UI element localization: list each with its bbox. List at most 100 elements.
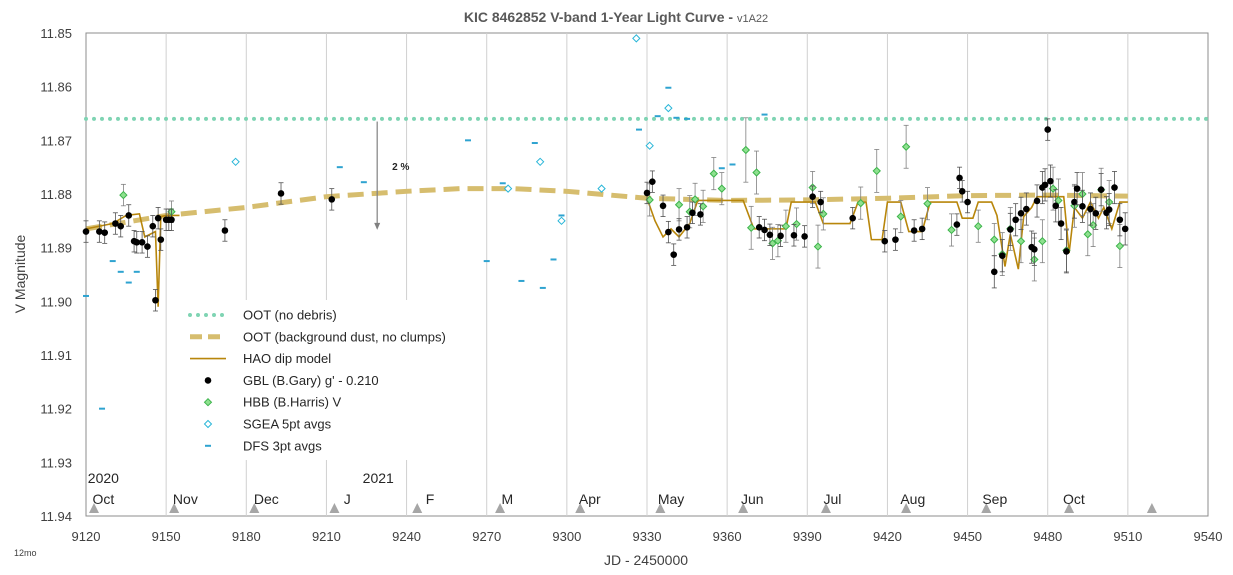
gbl-point [1121,225,1129,233]
annotation-label: 2 % [392,162,409,173]
gbl-point [1105,206,1113,213]
month-label: Oct [92,491,114,507]
legend-label: HAO dip model [243,351,331,366]
gbl-point [152,296,159,304]
gbl-point [910,227,918,234]
hbb-point [690,195,700,204]
month-labels: 2020 2021 Oct Nov Dec J F M Apr May Jun Jul Aug Sep Oc… [88,470,1085,507]
gbl-point [990,268,998,276]
x-tick-label: 9510 [1113,529,1142,544]
gbl-point [964,198,971,206]
y-tick-labels: 11.85 11.86 11.87 11.88 11.89 11.90 11.91 11.92… [40,26,72,524]
month-marker [495,503,506,513]
year-label: 2020 [88,470,119,486]
month-label: F [426,491,435,507]
month-label: Aug [900,491,925,507]
gbl-point [101,229,108,236]
annotation: 2 % [374,121,410,230]
gbl-point [157,236,165,243]
legend-entry: SGEA 5pt avgs [203,417,332,432]
x-tick-label: 9270 [472,529,501,544]
y-tick-label: 11.88 [40,187,72,202]
legend-entry: HBB (B.Harris) V [203,395,342,410]
gbl-point [689,209,696,217]
x-tick-label: 9120 [72,529,101,544]
x-tick-label: 9420 [873,529,902,544]
x-tick-label: 9150 [152,529,181,544]
legend-symbol-open-diamond [203,419,213,429]
sgea-series [231,34,673,226]
hbb-point [990,235,999,244]
y-tick-label: 11.94 [40,509,72,524]
month-marker [575,503,586,513]
gbl-point [1047,177,1054,185]
gbl-point [277,190,285,197]
gbl-point [112,220,119,227]
month-label: Dec [254,491,279,507]
month-marker [901,503,912,513]
hbb-point [923,199,932,208]
gbl-point [659,202,667,210]
y-tick-label: 11.87 [40,133,72,148]
gbl-point [956,174,963,182]
month-marker [169,503,180,513]
gbl-point [1017,210,1025,217]
legend-label: OOT (no debris) [243,308,337,323]
legend: OOT (no debris) OOT (background dust, no … [182,300,454,460]
gbl-point [144,243,151,250]
month-marker [738,503,749,513]
month-label: J [344,491,351,507]
corner-label: 12mo [14,548,37,558]
gbl-point [328,196,336,203]
hbb-point [872,166,881,176]
legend-label: HBB (B.Harris) V [243,395,342,410]
gbl-point [809,193,816,200]
hbb-point [947,225,956,235]
gbl-point [958,188,966,195]
hbb-point [1083,230,1092,239]
gbl-point [82,228,90,235]
gbl-point [643,189,651,197]
month-marker [1146,503,1157,513]
x-tick-label: 9300 [552,529,581,544]
legend-symbol-diamond [203,397,213,407]
gbl-point [96,228,103,235]
hbb-point [709,169,718,178]
month-marker [249,503,260,513]
gbl-point [675,226,683,233]
gbl-point [817,198,824,206]
x-tick-label: 9390 [793,529,822,544]
gbl-point [133,239,141,246]
hbb-point [1115,241,1125,251]
legend-label: SGEA 5pt avgs [243,417,332,432]
gbl-point [1116,216,1124,224]
hbb-point [717,184,727,193]
gbl-point [801,233,808,240]
sgea-point [645,141,654,150]
sgea-point [597,184,606,193]
y-tick-label: 11.90 [40,294,72,309]
oot-background-dust-series [85,186,1128,232]
gbl-point [221,227,229,234]
gbl-point [1063,248,1070,255]
gbl-point [766,231,774,239]
month-label: Nov [173,491,198,507]
hbb-point [741,145,751,155]
chart-title-main: KIC 8462852 V-band 1-Year Light Curve - [464,9,737,25]
legend-entry: OOT (background dust, no clumps) [190,329,446,344]
month-marker [981,503,992,513]
sgea-point [664,103,673,113]
gbl-point [1092,210,1100,217]
x-tick-label: 9450 [953,529,982,544]
gbl-point [1023,205,1030,213]
legend-label: OOT (background dust, no clumps) [243,329,446,344]
gbl-point [149,222,157,230]
gbl-point [1097,186,1105,194]
month-marker [820,503,831,513]
legend-box [182,300,454,460]
month-markers [89,503,1157,513]
gbl-point [1033,197,1041,205]
sgea-point [535,157,545,167]
month-marker [329,503,340,513]
